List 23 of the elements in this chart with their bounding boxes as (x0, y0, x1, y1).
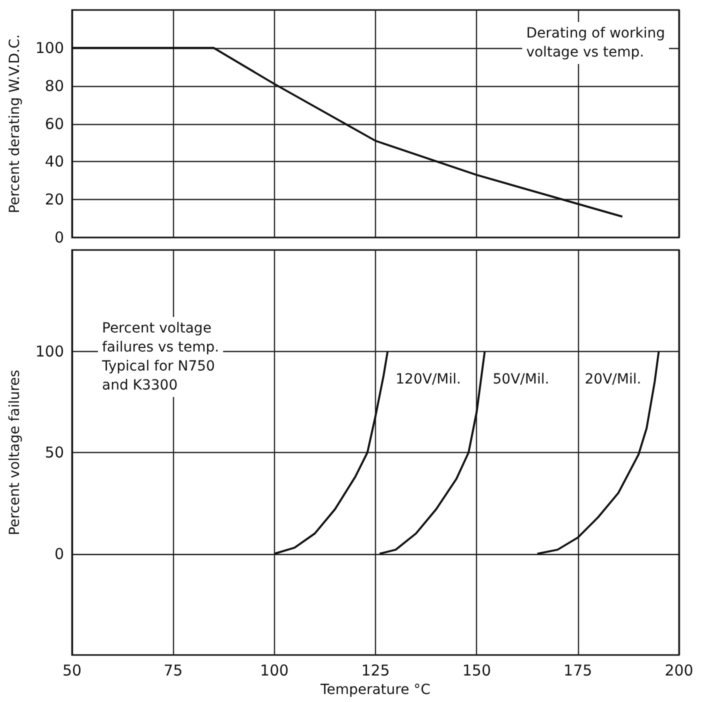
x-tick-label: 75 (164, 662, 183, 680)
series-label: 50V/Mil. (492, 371, 550, 388)
y-tick-label: 40 (44, 152, 64, 171)
series-label: 20V/Mil. (584, 371, 642, 388)
y-tick-label: 50 (44, 444, 64, 462)
annotation: Derating of working voltage vs temp. (526, 26, 666, 60)
x-tick-label: 150 (462, 662, 491, 680)
y-axis-title: Percent voltage failures (7, 370, 23, 536)
y-tick-label: 100 (35, 342, 64, 360)
y-tick-label: 100 (35, 38, 64, 57)
y-tick-label: 0 (54, 228, 64, 246)
x-tick-label: 200 (664, 662, 694, 680)
annotation: Percent voltage failures vs temp. Typical for N750 and K3300 (101, 320, 220, 394)
x-tick-label: 125 (361, 662, 390, 680)
x-tick-label: 100 (260, 662, 289, 680)
y-tick-label: 80 (44, 76, 64, 95)
y-tick-label: 60 (44, 114, 64, 133)
x-tick-label: 175 (564, 662, 592, 680)
y-tick-label: 20 (44, 190, 64, 209)
series-label: 120V/Mil. (396, 371, 461, 388)
y-tick-label: 0 (54, 544, 64, 563)
x-axis-title: Temperature °C (320, 682, 431, 698)
y-axis-title: Percent derating W.V.D.C. (7, 34, 23, 214)
